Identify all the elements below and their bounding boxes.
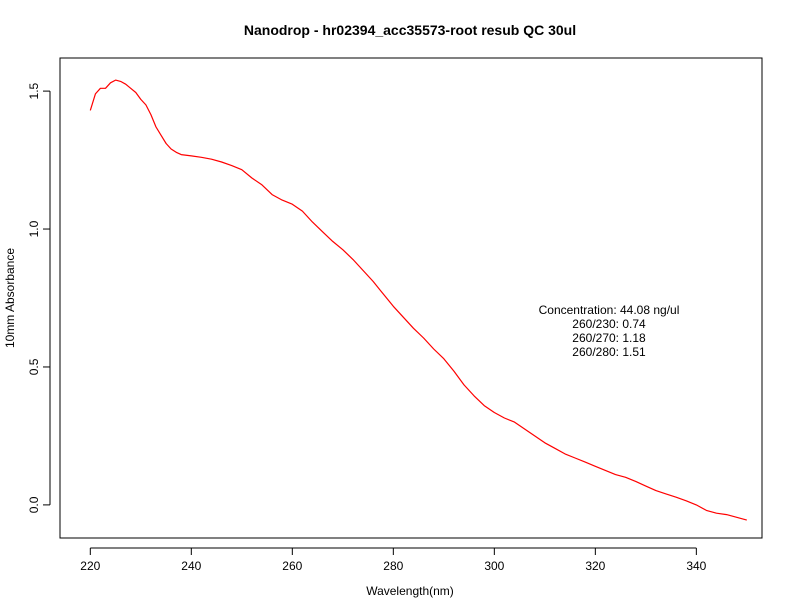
annotation-ratio-260-230: 260/230: 0.74 xyxy=(572,317,646,331)
x-tick-label: 320 xyxy=(585,559,605,573)
x-axis: 220 240 260 280 300 320 340 xyxy=(80,547,707,573)
y-tick-label: 0.5 xyxy=(27,358,41,375)
annotation-block: Concentration: 44.08 ng/ul 260/230: 0.74… xyxy=(539,303,680,359)
series-layer xyxy=(89,79,747,521)
y-axis-label: 10mm Absorbance xyxy=(3,248,17,348)
absorbance-series-line xyxy=(89,79,747,521)
x-tick-label: 340 xyxy=(686,559,706,573)
y-tick-label: 0.0 xyxy=(27,496,41,513)
plot-frame xyxy=(59,57,763,539)
y-tick-label: 1.5 xyxy=(27,82,41,99)
x-tick-label: 280 xyxy=(383,559,403,573)
x-axis-label: Wavelength(nm) xyxy=(366,584,454,598)
chart-title: Nanodrop - hr02394_acc35573-root resub Q… xyxy=(244,22,576,38)
x-tick-label: 240 xyxy=(181,559,201,573)
annotation-concentration: Concentration: 44.08 ng/ul xyxy=(539,303,680,317)
annotation-ratio-260-270: 260/270: 1.18 xyxy=(572,331,646,345)
y-tick-label: 1.0 xyxy=(27,220,41,237)
y-axis: 0.0 0.5 1.0 1.5 xyxy=(27,82,51,513)
annotation-ratio-260-280: 260/280: 1.51 xyxy=(572,345,646,359)
x-tick-label: 220 xyxy=(80,559,100,573)
x-tick-label: 300 xyxy=(484,559,504,573)
x-tick-label: 260 xyxy=(282,559,302,573)
